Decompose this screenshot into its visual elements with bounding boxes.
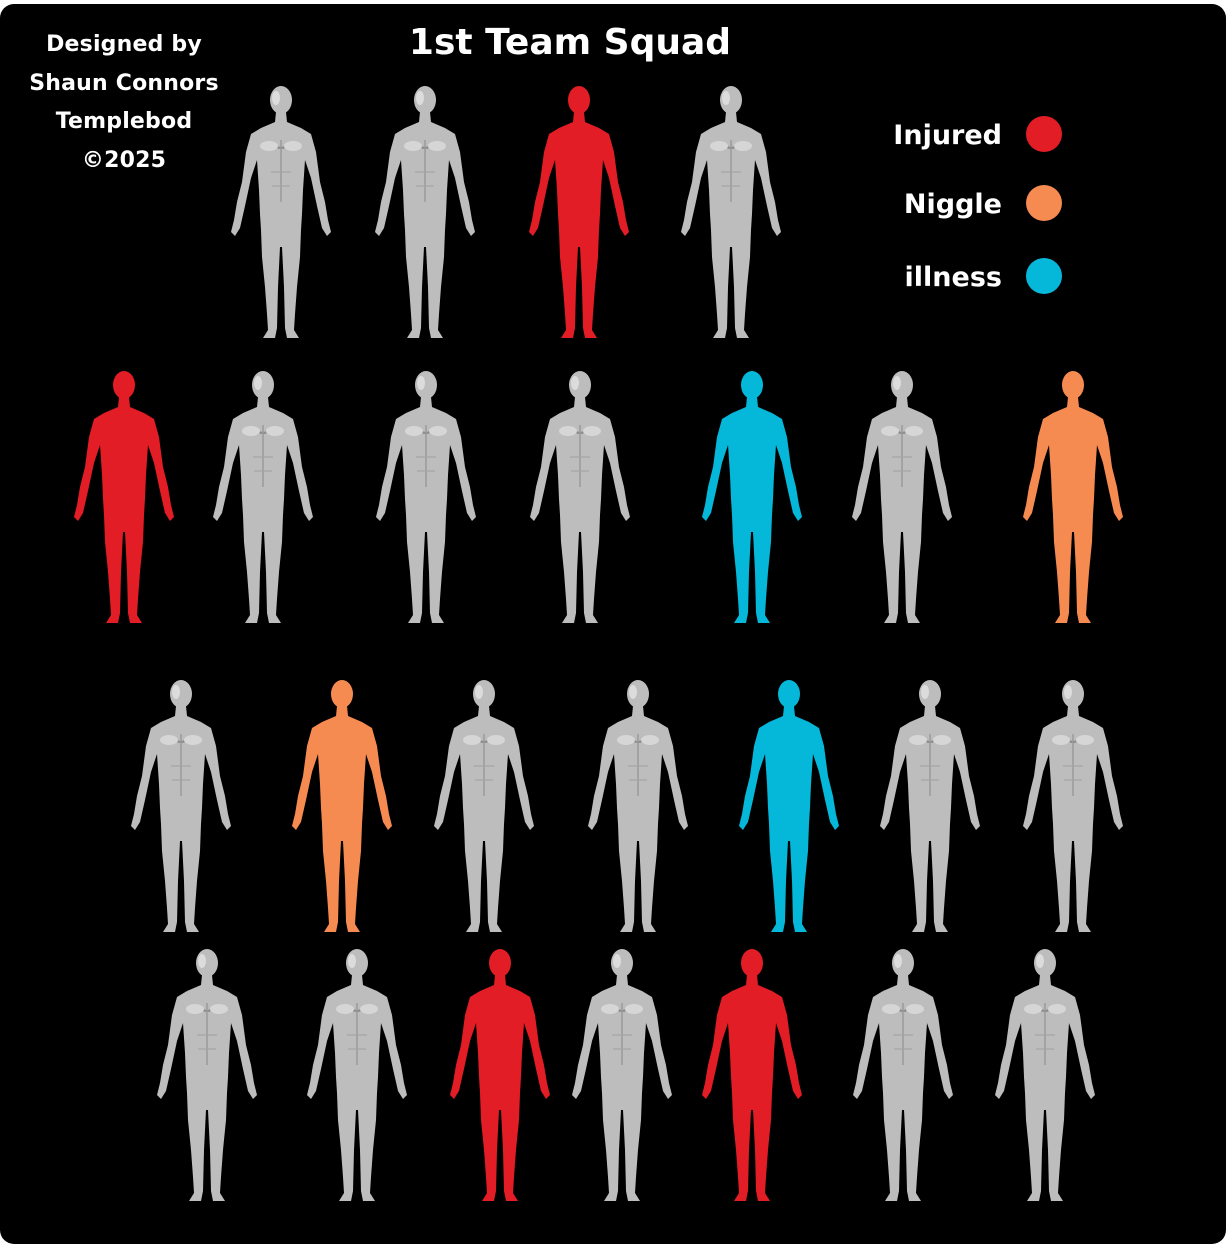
designer-credit: Designed by Shaun Connors Templebod ©202… <box>10 26 238 180</box>
player-figure-niggle <box>1013 367 1133 629</box>
legend-dot-injured <box>1026 116 1062 152</box>
player-figure-fit <box>671 82 791 344</box>
player-figure-illness <box>692 367 812 629</box>
player-figure-fit <box>562 945 682 1207</box>
player-figure-fit <box>1013 676 1133 938</box>
player-figure-niggle <box>282 676 402 938</box>
player-figure-fit <box>985 945 1105 1207</box>
player-figure-injured <box>519 82 639 344</box>
player-figure-injured <box>440 945 560 1207</box>
credit-copyright: ©2025 <box>81 147 167 173</box>
legend-dot-illness <box>1026 258 1062 294</box>
player-figure-fit <box>147 945 267 1207</box>
page-title: 1st Team Squad <box>408 22 732 63</box>
player-figure-fit <box>297 945 417 1207</box>
legend-item-illness: illness <box>860 258 1062 298</box>
credit-brand: Templebod <box>55 109 193 134</box>
player-figure-fit <box>578 676 698 938</box>
player-figure-fit <box>870 676 990 938</box>
player-figure-fit <box>366 367 486 629</box>
player-figure-fit <box>520 367 640 629</box>
player-figure-fit <box>365 82 485 344</box>
legend-dot-niggle <box>1026 185 1062 221</box>
player-figure-fit <box>843 945 963 1207</box>
player-figure-illness <box>729 676 849 938</box>
legend-label: Injured <box>893 120 1002 151</box>
player-figure-injured <box>64 367 184 629</box>
player-figure-fit <box>424 676 544 938</box>
squad-infographic: Designed by Shaun Connors Templebod ©202… <box>0 4 1226 1244</box>
legend-label: illness <box>904 262 1002 293</box>
player-figure-fit <box>842 367 962 629</box>
credit-name: Shaun Connors <box>29 70 219 96</box>
legend-item-injured: Injured <box>860 116 1062 156</box>
credit-line: Designed by <box>46 32 202 57</box>
player-figure-fit <box>221 82 341 344</box>
player-figure-injured <box>692 945 812 1207</box>
player-figure-fit <box>121 676 241 938</box>
legend-label: Niggle <box>903 189 1002 220</box>
legend-item-niggle: Niggle <box>860 185 1062 225</box>
player-figure-fit <box>203 367 323 629</box>
